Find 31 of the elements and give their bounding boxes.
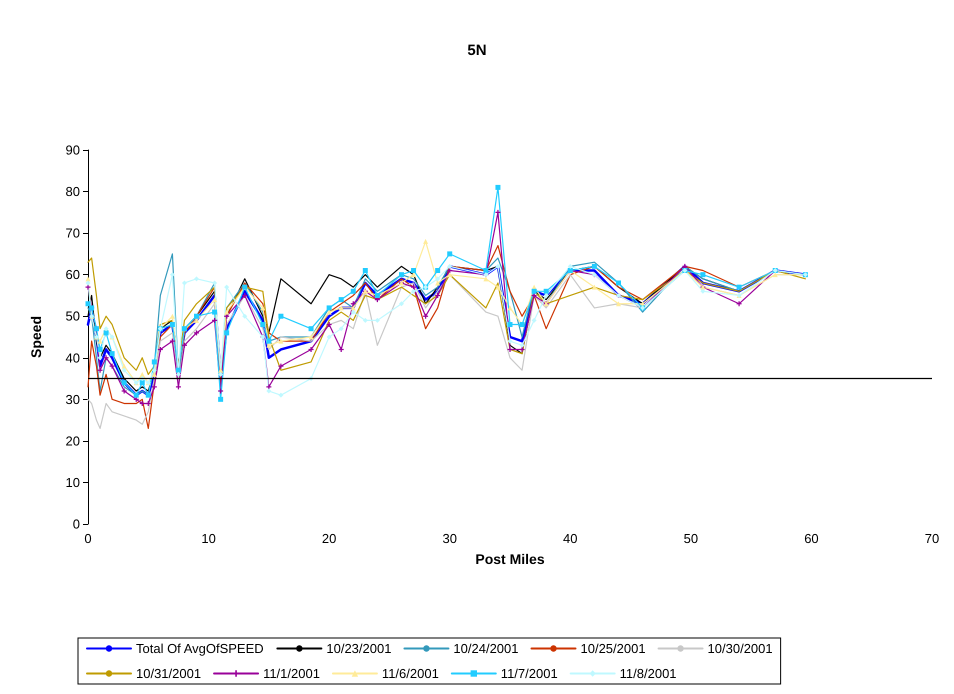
- x-tick-label: 20: [322, 531, 336, 546]
- x-tick-label: 70: [924, 531, 940, 546]
- y-tick-label: 20: [66, 433, 80, 448]
- y-tick-label: 70: [66, 226, 80, 241]
- x-tick-label: 10: [201, 531, 216, 546]
- legend-label: 10/24/2001: [453, 641, 519, 656]
- legend-label: 10/30/2001: [708, 641, 773, 656]
- x-tick-label: 50: [684, 531, 698, 546]
- legend-label: 10/23/2001: [326, 641, 392, 656]
- y-axis-title: Speed: [28, 316, 44, 358]
- y-tick-label: 60: [66, 267, 80, 282]
- y-tick-label: 10: [66, 474, 80, 490]
- legend-label: 11/1/2001: [263, 666, 320, 681]
- x-tick-label: 30: [442, 531, 457, 546]
- legend-label: 10/31/2001: [136, 666, 202, 681]
- x-tick-label: 0: [84, 531, 92, 546]
- y-tick-label: 40: [66, 350, 80, 366]
- y-tick-label: 90: [66, 142, 80, 158]
- y-tick-label: 80: [66, 184, 80, 200]
- legend-label: 11/7/2001: [500, 666, 558, 681]
- legend-label: 10/25/2001: [580, 641, 646, 656]
- x-tick-label: 60: [804, 531, 819, 546]
- y-tick-label: 30: [66, 392, 80, 407]
- legend-label: 11/8/2001: [620, 666, 677, 681]
- x-tick-label: 40: [563, 531, 578, 546]
- legend-label: 11/6/2001: [382, 666, 439, 681]
- y-tick-label: 0: [72, 516, 80, 532]
- y-tick-label: 50: [66, 308, 80, 324]
- chart-title: 5N: [467, 42, 487, 59]
- x-axis-title: Post Miles: [475, 551, 545, 567]
- legend-label: Total Of AvgOfSPEED: [136, 641, 264, 656]
